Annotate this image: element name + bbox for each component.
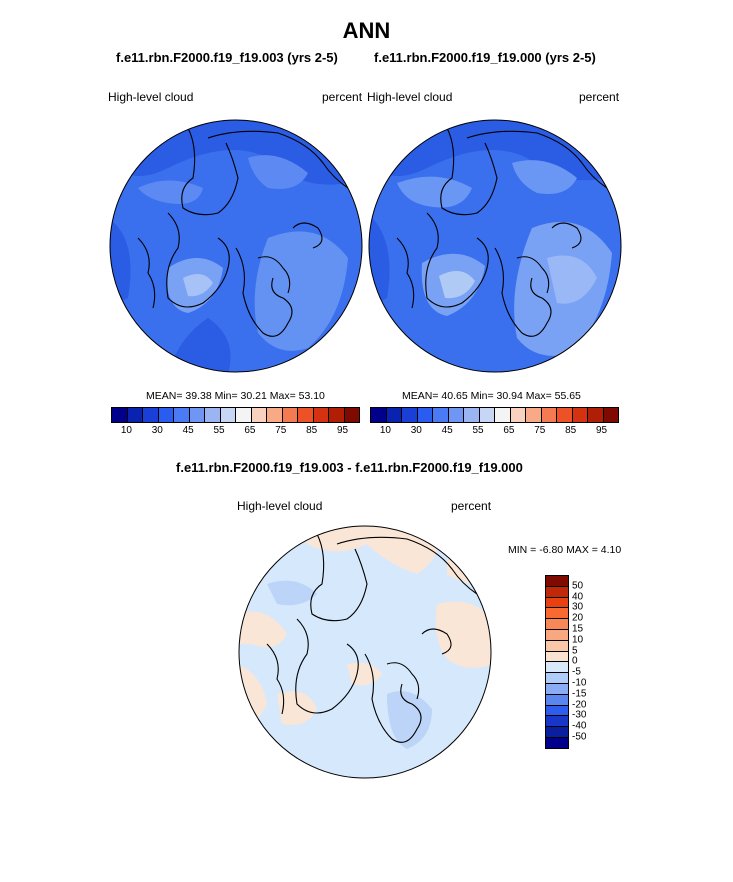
colorbar-swatch [510,408,526,422]
colorbar-tick-label: 95 [337,425,349,436]
colorbar-swatch [329,408,345,422]
colorbar-swatch [344,408,359,422]
colorbar-swatch [158,408,174,422]
colorbar-tick-label: 75 [275,425,287,436]
colorbar-tick-label: 5 [572,645,578,657]
colorbar-tick-label: -40 [572,720,587,732]
diff-units: percent [451,499,492,513]
panel-2-polar-map [368,119,622,373]
colorbar-tick-label: 0 [572,655,578,667]
colorbar-tick-label: -30 [572,709,587,721]
colorbar-swatch [386,408,402,422]
colorbar-swatch [174,408,190,422]
colorbar-swatch [251,408,267,422]
panel-1-case-title: f.e11.rbn.F2000.f19_f19.003 (yrs 2-5) [116,50,338,65]
difference-colorbar [545,575,569,749]
colorbar-swatch [546,608,568,620]
colorbar-tick-label: 30 [410,425,422,436]
panel-2-case-title: f.e11.rbn.F2000.f19_f19.000 (yrs 2-5) [374,50,596,65]
figure-title: ANN [342,18,391,43]
colorbar-swatch [546,683,568,695]
colorbar-tick-label: 20 [572,612,584,624]
panel-2-units: percent [579,90,620,104]
colorbar-swatch [546,576,568,587]
colorbar-swatch [546,619,568,630]
colorbar-tick-label: 10 [120,425,132,436]
colorbar-swatch [220,408,236,422]
colorbar-tick-label: -50 [572,731,587,743]
colorbar-tick-label: 30 [572,601,584,613]
colorbar-swatch [143,408,159,422]
colorbar-swatch [546,629,568,641]
colorbar-tick-label: -20 [572,699,587,711]
colorbar-tick-label: 55 [472,425,484,436]
panel-1-colorbar [111,407,360,423]
colorbar-swatch [189,408,205,422]
colorbar-swatch [433,408,449,422]
colorbar-tick-label: 30 [151,425,163,436]
colorbar-swatch [546,673,568,684]
colorbar-swatch [546,586,568,598]
colorbar-tick-label: 65 [244,425,256,436]
colorbar-swatch [541,408,557,422]
panel-2-colorbar [370,407,619,423]
colorbar-swatch [546,597,568,609]
colorbar-swatch [526,408,542,422]
colorbar-swatch [546,694,568,706]
colorbar-swatch [464,408,480,422]
colorbar-tick-label: -10 [572,677,587,689]
colorbar-swatch [546,716,568,728]
colorbar-tick-label: 10 [572,634,584,646]
colorbar-swatch [112,408,128,422]
diff-minmax: MIN = -6.80 MAX = 4.10 [508,544,622,556]
difference-title: f.e11.rbn.F2000.f19_f19.003 - f.e11.rbn.… [176,460,523,475]
colorbar-swatch [603,408,618,422]
colorbar-swatch [313,408,329,422]
colorbar-tick-label: 10 [379,425,391,436]
colorbar-tick-label: -5 [572,666,581,678]
colorbar-swatch [546,705,568,717]
colorbar-swatch [282,408,298,422]
colorbar-tick-label: 15 [572,623,584,635]
colorbar-tick-label: 85 [306,425,318,436]
colorbar-tick-label: 50 [572,580,584,592]
colorbar-tick-label: 45 [182,425,194,436]
colorbar-tick-label: 65 [503,425,515,436]
colorbar-tick-label: 95 [596,425,608,436]
colorbar-swatch [546,727,568,738]
colorbar-swatch [557,408,573,422]
colorbar-tick-label: 40 [572,591,584,603]
panel-2-variable: High-level cloud [367,90,453,104]
panel-2-stats: MEAN= 40.65 Min= 30.94 Max= 55.65 [402,390,581,402]
colorbar-tick-label: 45 [441,425,453,436]
colorbar-swatch [588,408,604,422]
colorbar-swatch [546,640,568,652]
panel-1-polar-map [109,119,363,373]
colorbar-swatch [572,408,588,422]
colorbar-swatch [495,408,511,422]
panel-1-stats: MEAN= 39.38 Min= 30.21 Max= 53.10 [146,390,325,402]
colorbar-tick-label: 85 [565,425,577,436]
colorbar-swatch [546,737,568,748]
difference-polar-map [238,525,492,779]
colorbar-swatch [417,408,433,422]
panel-1-units: percent [322,90,363,104]
colorbar-tick-label: 75 [534,425,546,436]
colorbar-swatch [267,408,283,422]
colorbar-tick-label: -15 [572,688,587,700]
diff-variable: High-level cloud [237,499,323,513]
colorbar-swatch [546,662,568,674]
colorbar-swatch [371,408,387,422]
colorbar-swatch [479,408,495,422]
colorbar-swatch [448,408,464,422]
colorbar-swatch [236,408,252,422]
colorbar-swatch [205,408,221,422]
colorbar-swatch [298,408,314,422]
colorbar-swatch [402,408,418,422]
panel-1-variable: High-level cloud [108,90,194,104]
colorbar-swatch [546,651,568,663]
colorbar-tick-label: 55 [213,425,225,436]
colorbar-swatch [127,408,143,422]
